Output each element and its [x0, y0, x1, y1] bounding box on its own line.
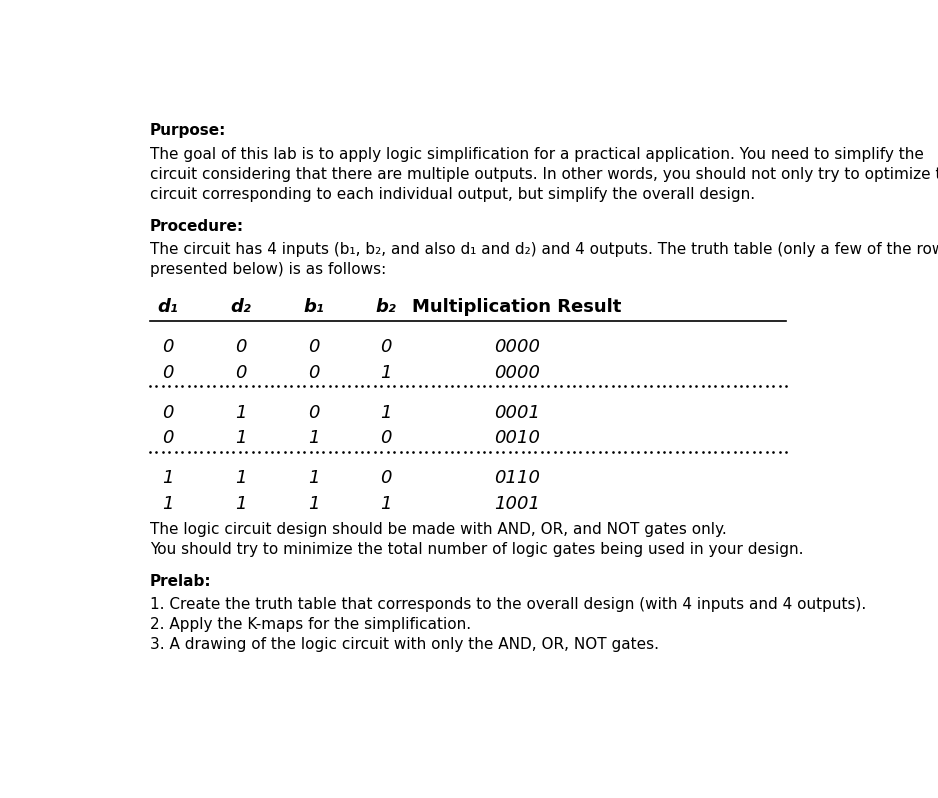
Text: Purpose:: Purpose:: [150, 124, 226, 138]
Text: 1: 1: [308, 429, 319, 448]
Text: presented below) is as follows:: presented below) is as follows:: [150, 263, 386, 277]
Text: 0000: 0000: [494, 338, 540, 357]
Text: 0: 0: [162, 364, 174, 382]
Text: d₂: d₂: [231, 298, 251, 316]
Text: 1: 1: [308, 495, 319, 512]
Text: 0110: 0110: [494, 468, 540, 487]
Text: Prelab:: Prelab:: [150, 575, 212, 590]
Text: 1: 1: [308, 468, 319, 487]
Text: 1: 1: [235, 404, 247, 421]
Text: circuit considering that there are multiple outputs. In other words, you should : circuit considering that there are multi…: [150, 167, 938, 182]
Text: 0: 0: [381, 468, 392, 487]
Text: 1: 1: [381, 495, 392, 512]
Text: 0: 0: [381, 429, 392, 448]
Text: 0010: 0010: [494, 429, 540, 448]
Text: Multiplication Result: Multiplication Result: [413, 298, 622, 316]
Text: The goal of this lab is to apply logic simplification for a practical applicatio: The goal of this lab is to apply logic s…: [150, 147, 924, 162]
Text: 1001: 1001: [494, 495, 540, 512]
Text: 1: 1: [235, 429, 247, 448]
Text: 0: 0: [308, 404, 319, 421]
Text: 0: 0: [235, 338, 247, 357]
Text: 0: 0: [308, 364, 319, 382]
Text: 1: 1: [381, 404, 392, 421]
Text: 1: 1: [235, 468, 247, 487]
Text: 1. Create the truth table that corresponds to the overall design (with 4 inputs : 1. Create the truth table that correspon…: [150, 597, 866, 611]
Text: 0: 0: [235, 364, 247, 382]
Text: 0: 0: [162, 338, 174, 357]
Text: 0000: 0000: [494, 364, 540, 382]
Text: 0: 0: [381, 338, 392, 357]
Text: 3. A drawing of the logic circuit with only the AND, OR, NOT gates.: 3. A drawing of the logic circuit with o…: [150, 637, 659, 652]
Text: 1: 1: [235, 495, 247, 512]
Text: b₂: b₂: [376, 298, 397, 316]
Text: 0001: 0001: [494, 404, 540, 421]
Text: Procedure:: Procedure:: [150, 219, 244, 234]
Text: b₁: b₁: [303, 298, 324, 316]
Text: 0: 0: [162, 429, 174, 448]
Text: 0: 0: [308, 338, 319, 357]
Text: 1: 1: [162, 495, 174, 512]
Text: You should try to minimize the total number of logic gates being used in your de: You should try to minimize the total num…: [150, 542, 804, 557]
Text: 0: 0: [162, 404, 174, 421]
Text: 1: 1: [162, 468, 174, 487]
Text: The circuit has 4 inputs (b₁, b₂, and also d₁ and d₂) and 4 outputs. The truth t: The circuit has 4 inputs (b₁, b₂, and al…: [150, 242, 938, 257]
Text: 1: 1: [381, 364, 392, 382]
Text: 2. Apply the K-maps for the simplification.: 2. Apply the K-maps for the simplificati…: [150, 617, 471, 632]
Text: circuit corresponding to each individual output, but simplify the overall design: circuit corresponding to each individual…: [150, 188, 755, 203]
Text: d₁: d₁: [158, 298, 178, 316]
Text: The logic circuit design should be made with AND, OR, and NOT gates only.: The logic circuit design should be made …: [150, 522, 727, 536]
